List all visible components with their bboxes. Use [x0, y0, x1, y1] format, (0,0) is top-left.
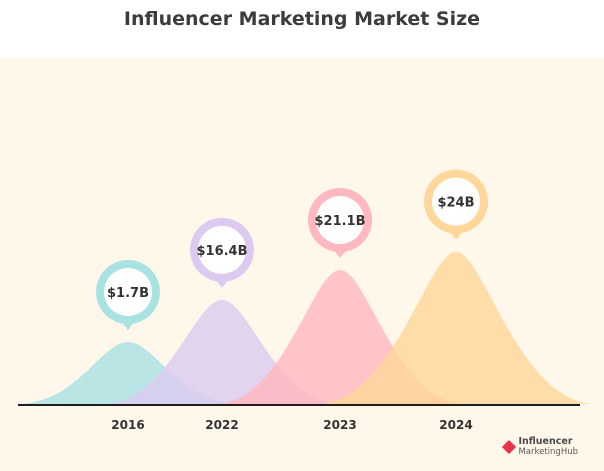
value-pin-2023: $21.1B: [308, 188, 372, 259]
peaks-layer: [16, 251, 596, 404]
x-tick-label-2022: 2022: [205, 418, 238, 432]
pin-center: [104, 268, 152, 316]
x-tick-label-2024: 2024: [439, 418, 472, 432]
chart-title: Influencer Marketing Market Size: [123, 8, 481, 30]
brand-logo: Influencer MarketingHub: [502, 436, 578, 457]
pin-center: [432, 177, 480, 226]
brand-name-line1: Influencer: [518, 436, 573, 447]
peak-2024: [316, 251, 596, 404]
x-tick-labels: 2016 2022 2023 2024: [111, 418, 472, 432]
value-label-2016: $1.7B: [107, 286, 149, 301]
value-label-2023: $21.1B: [314, 214, 365, 229]
value-label-2022: $16.4B: [196, 244, 247, 259]
pin-center: [198, 225, 246, 274]
pin-center: [316, 196, 364, 245]
brand-diamond-icon: [502, 439, 517, 455]
brand-name-line2: MarketingHub: [518, 447, 578, 457]
value-pin-2022: $16.4B: [190, 217, 254, 288]
chart-area: $1.7B $16.4B $21.1B $24B 2016 2022 2023 2024: [0, 58, 604, 471]
x-tick-label-2023: 2023: [323, 418, 356, 432]
x-tick-label-2016: 2016: [111, 418, 144, 432]
chart-background: [0, 58, 604, 471]
value-pin-2024: $24B: [424, 169, 488, 240]
value-pin-2016: $1.7B: [96, 260, 160, 330]
pins-layer: $1.7B $16.4B $21.1B $24B: [96, 169, 488, 330]
value-label-2024: $24B: [437, 196, 474, 211]
